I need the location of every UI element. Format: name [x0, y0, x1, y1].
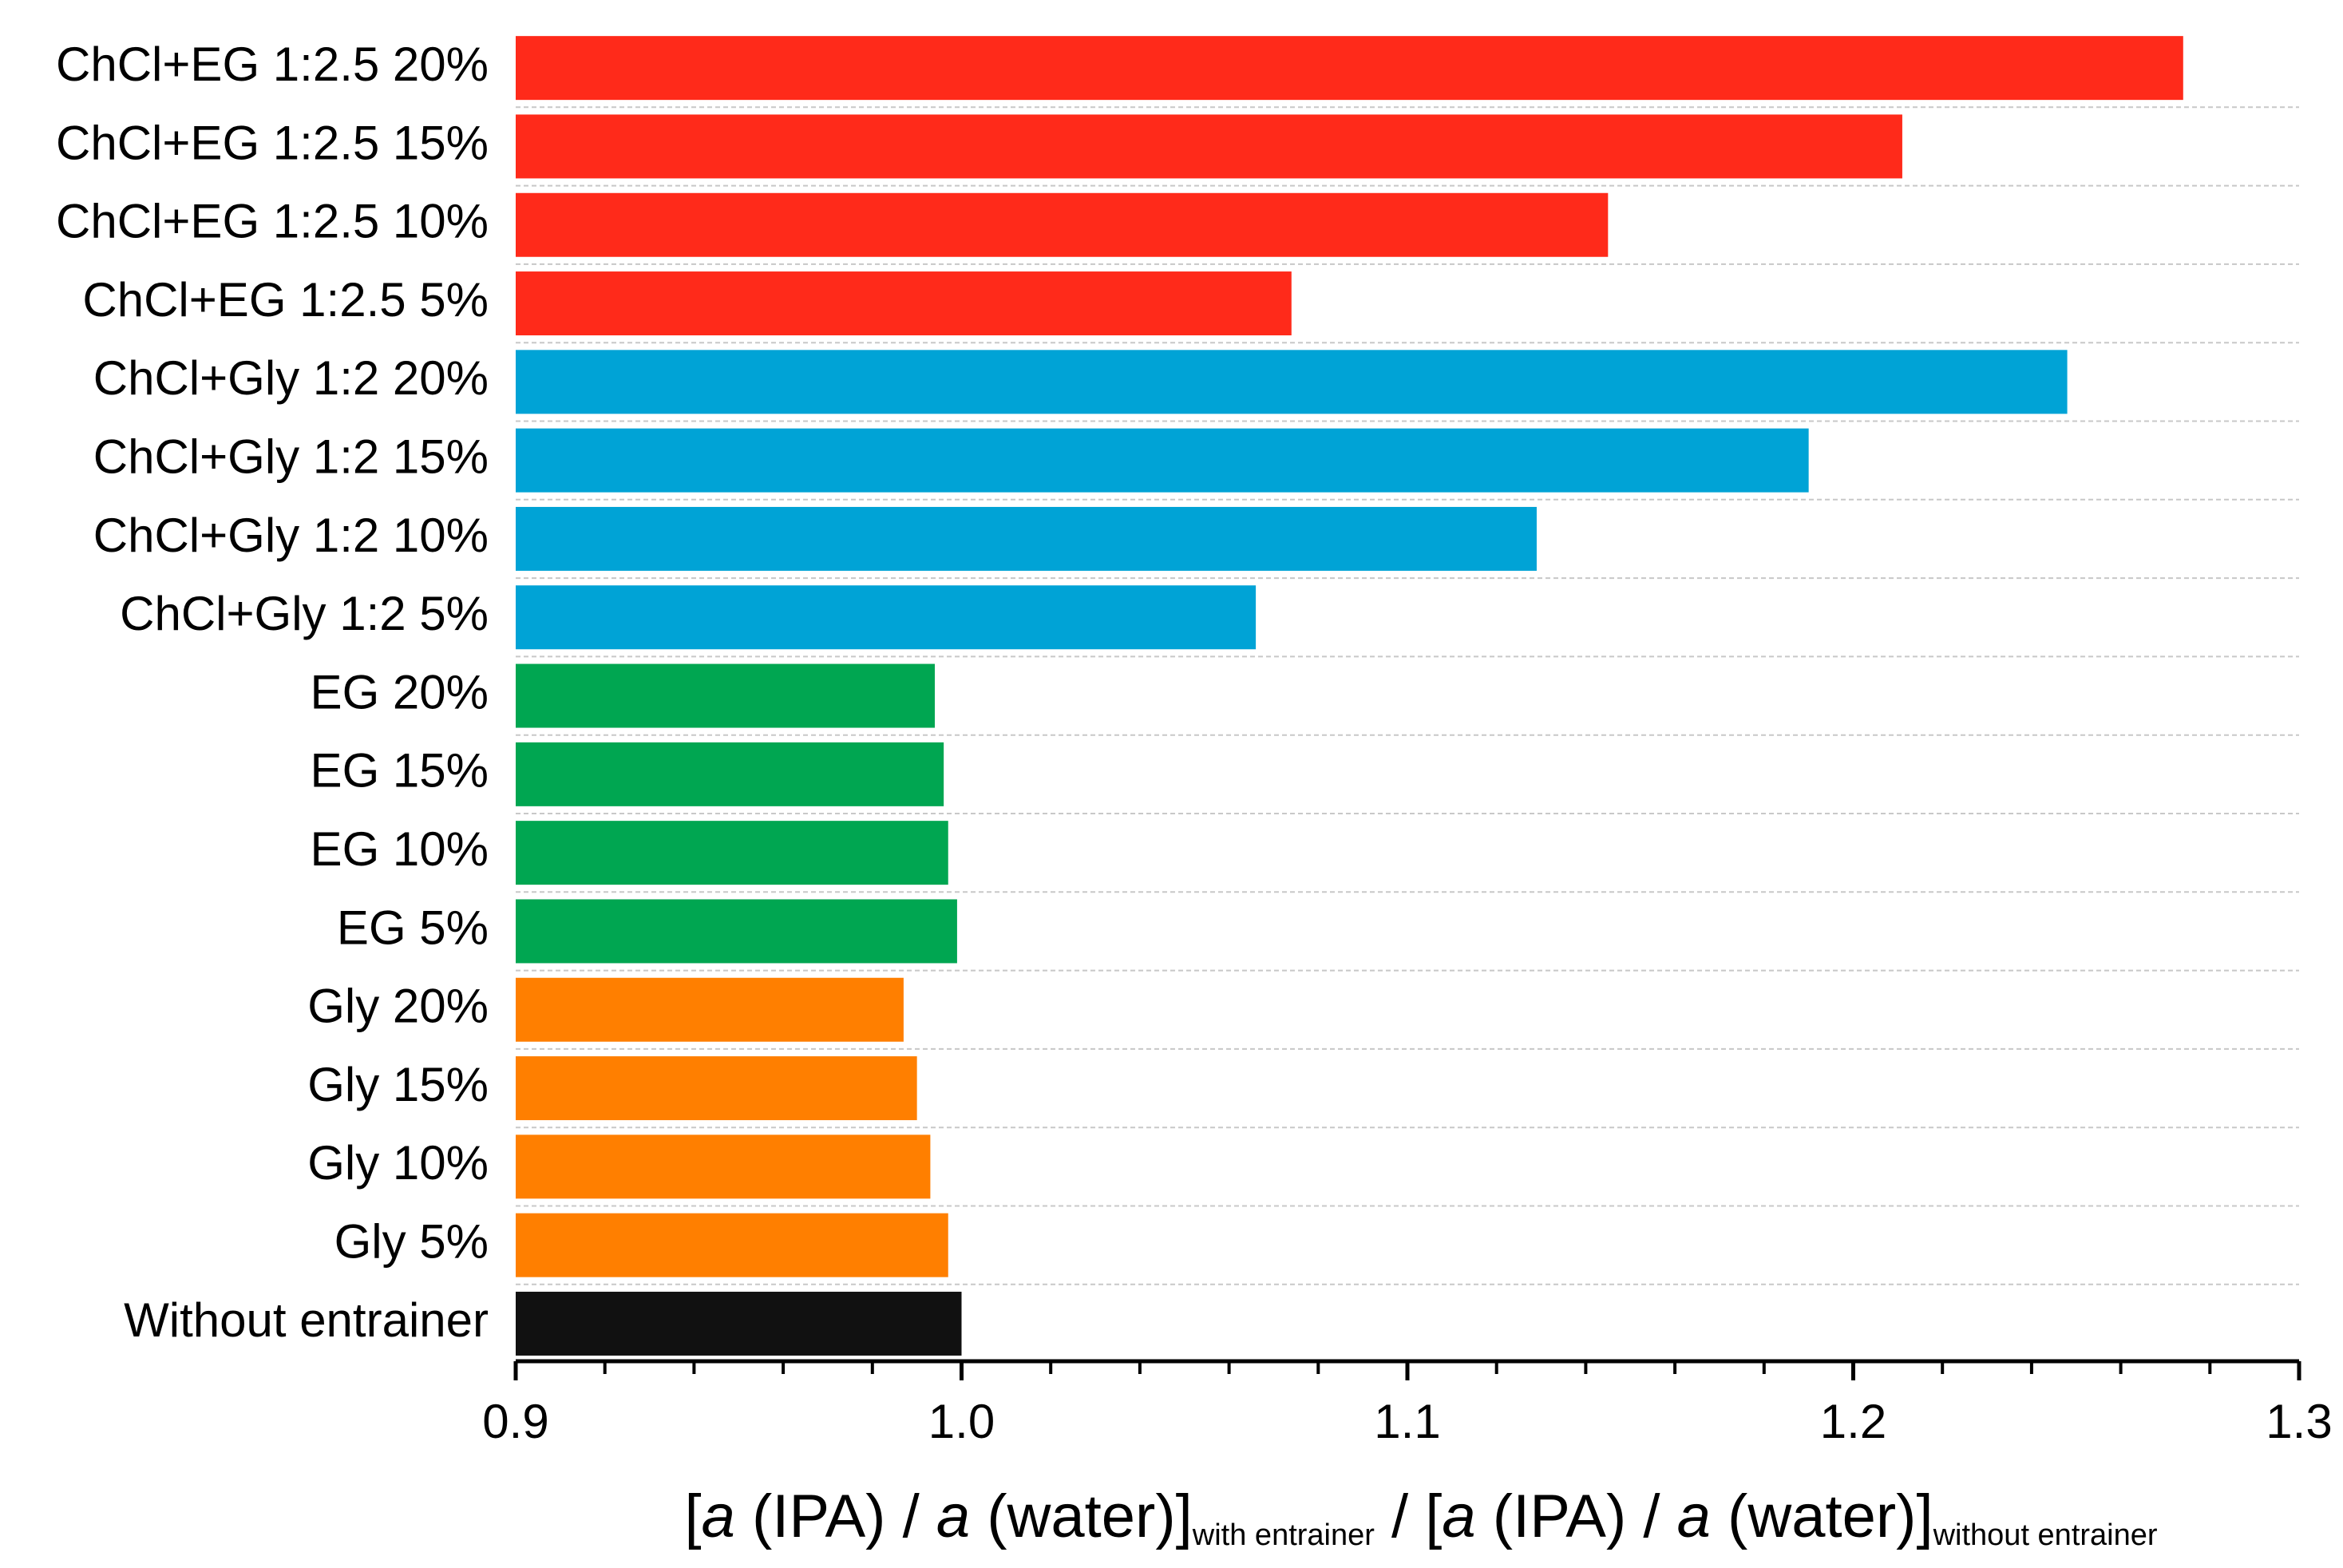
bar	[516, 114, 1902, 179]
x-tick-label: 0.9	[482, 1395, 548, 1448]
bar	[516, 428, 1809, 493]
y-tick-label: Gly 5%	[334, 1214, 489, 1268]
x-axis-label-part: with entrainer	[1192, 1519, 1375, 1552]
y-tick-label: EG 5%	[337, 901, 489, 954]
bar	[516, 742, 944, 806]
y-tick-label: ChCl+Gly 1:2 15%	[93, 430, 489, 483]
x-axis-label-part: / [	[1375, 1483, 1442, 1550]
x-axis-label-part: (IPA) /	[1476, 1483, 1677, 1550]
bar	[516, 899, 957, 964]
y-tick-label: ChCl+Gly 1:2 10%	[93, 509, 489, 562]
bar	[516, 1291, 962, 1356]
bar	[516, 1213, 948, 1277]
x-axis-label-part: a	[1442, 1483, 1475, 1550]
x-axis-label-part: a	[1677, 1483, 1711, 1550]
y-tick-label: ChCl+Gly 1:2 20%	[93, 351, 489, 405]
y-tick-label: ChCl+EG 1:2.5 5%	[82, 273, 489, 327]
bar	[516, 1134, 931, 1199]
y-tick-label: Gly 15%	[307, 1058, 489, 1111]
x-axis-label-part: (water)]	[1711, 1483, 1933, 1550]
y-tick-label: Gly 20%	[307, 980, 489, 1033]
x-tick-label: 1.2	[1820, 1395, 1886, 1448]
y-tick-label: ChCl+EG 1:2.5 15%	[56, 116, 489, 169]
x-axis-label-part: a	[936, 1483, 970, 1550]
y-tick-label: EG 20%	[311, 665, 489, 719]
x-axis-label-part: (water)]	[970, 1483, 1193, 1550]
bar	[516, 1056, 917, 1121]
x-axis-label-part: (IPA) /	[735, 1483, 936, 1550]
bar	[516, 977, 904, 1042]
y-tick-label: Gly 10%	[307, 1136, 489, 1190]
y-tick-label: EG 15%	[311, 744, 489, 798]
y-tick-label: ChCl+EG 1:2.5 20%	[56, 38, 489, 91]
bar	[516, 350, 2068, 414]
bar	[516, 585, 1257, 650]
y-tick-label: EG 10%	[311, 822, 489, 876]
y-tick-label: ChCl+EG 1:2.5 10%	[56, 195, 489, 248]
x-tick-label: 1.3	[2266, 1395, 2332, 1448]
x-axis-label-part: without entrainer	[1933, 1519, 2158, 1552]
bar	[516, 36, 2183, 101]
bar	[516, 821, 948, 885]
bar	[516, 192, 1609, 257]
x-axis-label-part: [	[684, 1483, 701, 1550]
y-tick-label: Without entrainer	[124, 1293, 489, 1347]
bar	[516, 506, 1537, 571]
bar	[516, 271, 1292, 336]
x-axis-label-part: a	[702, 1483, 735, 1550]
x-tick-label: 1.1	[1374, 1395, 1440, 1448]
x-tick-label: 1.0	[928, 1395, 995, 1448]
bar	[516, 663, 935, 728]
y-tick-label: ChCl+Gly 1:2 5%	[120, 587, 489, 640]
x-axis-label: [a (IPA) / a (water)]with entrainer / [a…	[684, 1483, 2157, 1552]
